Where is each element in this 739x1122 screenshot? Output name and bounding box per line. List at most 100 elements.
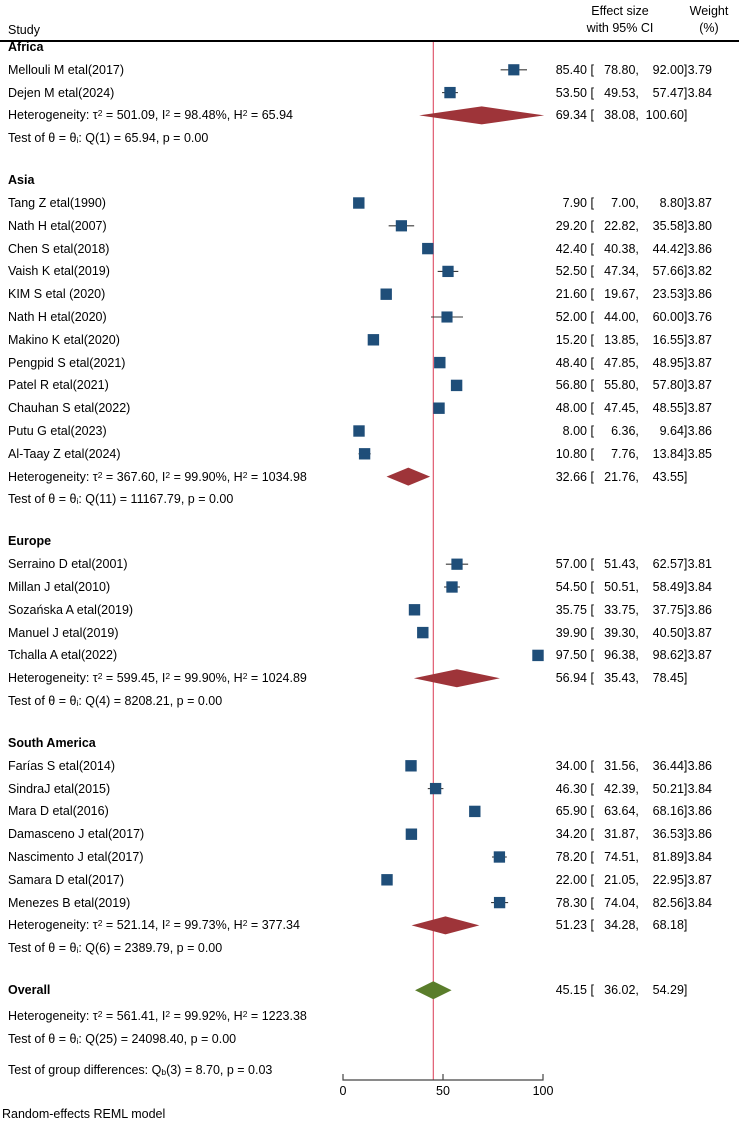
ci-number: 43.55 bbox=[652, 469, 684, 484]
ci-number: 51.23 bbox=[555, 918, 587, 933]
ci-number: 21.76 bbox=[604, 469, 636, 484]
ci-number: 96.38 bbox=[604, 648, 636, 663]
effect-ci-value: 57.00 [ 51.43, 62.57] bbox=[553, 556, 693, 572]
weight-value: 3.84 bbox=[687, 85, 712, 100]
ci-number: 50.51 bbox=[604, 580, 636, 594]
effect-ci-value: 35.75 [ 33.75, 37.75] bbox=[553, 602, 693, 618]
ci-number: 78.20 bbox=[555, 850, 587, 864]
group-header-africa: Africa bbox=[8, 40, 44, 54]
effect-ci-value: 48.00 [ 47.45, 48.55] bbox=[553, 400, 693, 416]
weight-value: 3.84 bbox=[687, 850, 712, 864]
ci-number: 92.00 bbox=[652, 62, 684, 77]
ci-number: 62.57 bbox=[652, 557, 684, 572]
ci-number: 58.49 bbox=[652, 580, 684, 594]
effect-square-marker bbox=[444, 86, 456, 99]
ci-number: 22.82 bbox=[604, 218, 636, 233]
study-label: Nath H etal(2020) bbox=[8, 310, 107, 324]
weight-value: 3.86 bbox=[687, 287, 712, 302]
ci-number: 33.75 bbox=[604, 602, 636, 617]
ci-number: 40.50 bbox=[652, 625, 684, 640]
label-text: : Q(25) = 24098.40, p = 0.00 bbox=[78, 1032, 237, 1046]
ci-number: 21.05 bbox=[604, 872, 636, 887]
study-label: Pengpid S etal(2021) bbox=[8, 355, 126, 370]
ci-number: 31.87 bbox=[604, 827, 636, 842]
study-label: Sozańska A etal(2019) bbox=[8, 602, 134, 617]
effect-square-marker bbox=[380, 288, 392, 300]
group-header-asia: Asia bbox=[8, 173, 35, 188]
weight-value: 3.79 bbox=[687, 62, 712, 77]
ci-number: 16.55 bbox=[652, 332, 684, 347]
effect-square-marker bbox=[493, 851, 506, 863]
ci-number: 19.67 bbox=[604, 287, 636, 302]
label-text: : Q(11) = 11167.79, p = 0.00 bbox=[78, 492, 234, 507]
ci-number: 56.94 bbox=[555, 671, 587, 686]
ci-number: 69.34 bbox=[555, 108, 587, 123]
ci-number: 13.85 bbox=[604, 332, 636, 347]
ci-number: 81.89 bbox=[652, 850, 684, 864]
x-tick-label: 100 bbox=[532, 1084, 554, 1098]
ci-number: 51.43 bbox=[604, 557, 636, 572]
script-sup: 2 bbox=[165, 469, 171, 480]
effect-square-marker bbox=[446, 581, 458, 593]
script-sup: 2 bbox=[97, 108, 103, 119]
ci-number: 55.80 bbox=[604, 378, 636, 393]
effect-ci-value: 42.40 [ 40.38, 44.42] bbox=[553, 241, 693, 257]
ci-number: 49.53 bbox=[604, 85, 636, 100]
ci-number: 68.18 bbox=[652, 918, 684, 933]
subgroup-diamond bbox=[411, 916, 480, 935]
study-label: Samara D etal(2017) bbox=[8, 872, 125, 887]
ci-number: 35.58 bbox=[652, 218, 684, 233]
ci-number: 63.64 bbox=[604, 804, 636, 819]
group-header-south-america: South America bbox=[8, 736, 96, 750]
subgroup-diamond bbox=[386, 467, 431, 486]
effect-ci-value: 15.20 [ 13.85, 16.55] bbox=[553, 332, 693, 348]
weight-value: 3.76 bbox=[687, 310, 712, 324]
weight-value: 3.86 bbox=[687, 804, 712, 819]
ci-number: 22.00 bbox=[555, 872, 587, 887]
label-text: = 599.45, I bbox=[102, 671, 166, 686]
ci-number: 52.00 bbox=[555, 310, 587, 324]
ci-number: 74.04 bbox=[604, 895, 636, 910]
group-header-overall: Overall bbox=[8, 983, 51, 998]
ci-number: 53.50 bbox=[555, 85, 587, 100]
ci-number: 47.45 bbox=[604, 401, 636, 416]
study-label: Manuel J etal(2019) bbox=[8, 625, 119, 640]
label-text: Test of group differences: Q bbox=[8, 1063, 162, 1077]
label-text: : Q(1) = 65.94, p = 0.00 bbox=[78, 131, 209, 146]
ci-number: 48.40 bbox=[555, 355, 587, 370]
effect-square-marker bbox=[469, 805, 481, 818]
label-text: Heterogeneity: τ bbox=[8, 108, 98, 123]
weight-value: 3.84 bbox=[687, 895, 712, 910]
ci-number: 9.64 bbox=[659, 424, 684, 438]
ci-number: 31.56 bbox=[604, 758, 636, 773]
ci-number: 68.16 bbox=[652, 804, 684, 819]
effect-square-marker bbox=[532, 649, 544, 662]
overall-diamond bbox=[415, 981, 452, 1000]
label-text: Heterogeneity: τ bbox=[8, 671, 98, 686]
column-header-effect-size: Effect size with 95% CI bbox=[553, 3, 687, 37]
column-header-weight: Weight (%) bbox=[681, 3, 737, 37]
ci-number: 54.29 bbox=[652, 983, 684, 998]
x-tick-label: 0 bbox=[339, 1084, 347, 1098]
label-text: = 501.09, I bbox=[102, 108, 166, 123]
script-sub: b bbox=[161, 1067, 167, 1077]
ci-number: 47.85 bbox=[604, 355, 636, 370]
script-sup: 2 bbox=[165, 671, 171, 682]
effect-ci-value: 8.00 [ 6.36, 9.64] bbox=[553, 423, 693, 439]
effect-ci-value: 52.50 [ 47.34, 57.66] bbox=[553, 263, 693, 279]
x-tick-label: 50 bbox=[436, 1084, 450, 1098]
ci-number: 46.30 bbox=[555, 781, 587, 796]
study-label: Tang Z etal(1990) bbox=[8, 196, 106, 210]
study-label: Patel R etal(2021) bbox=[8, 378, 109, 393]
effect-square-marker bbox=[450, 379, 463, 392]
weight-value: 3.81 bbox=[687, 557, 712, 572]
weight-value: 3.87 bbox=[687, 378, 712, 393]
label-text: = 1223.38 bbox=[247, 1009, 307, 1024]
ci-number: 98.62 bbox=[652, 648, 684, 663]
ci-number: 60.00 bbox=[652, 310, 684, 324]
effect-ci-value: 78.20 [ 74.51, 81.89] bbox=[553, 849, 693, 865]
weight-value: 3.80 bbox=[687, 218, 712, 233]
study-label: Makino K etal(2020) bbox=[8, 332, 120, 347]
heterogeneity-label: Heterogeneity: τ2 = 561.41, I2 = 99.92%,… bbox=[8, 1008, 307, 1024]
